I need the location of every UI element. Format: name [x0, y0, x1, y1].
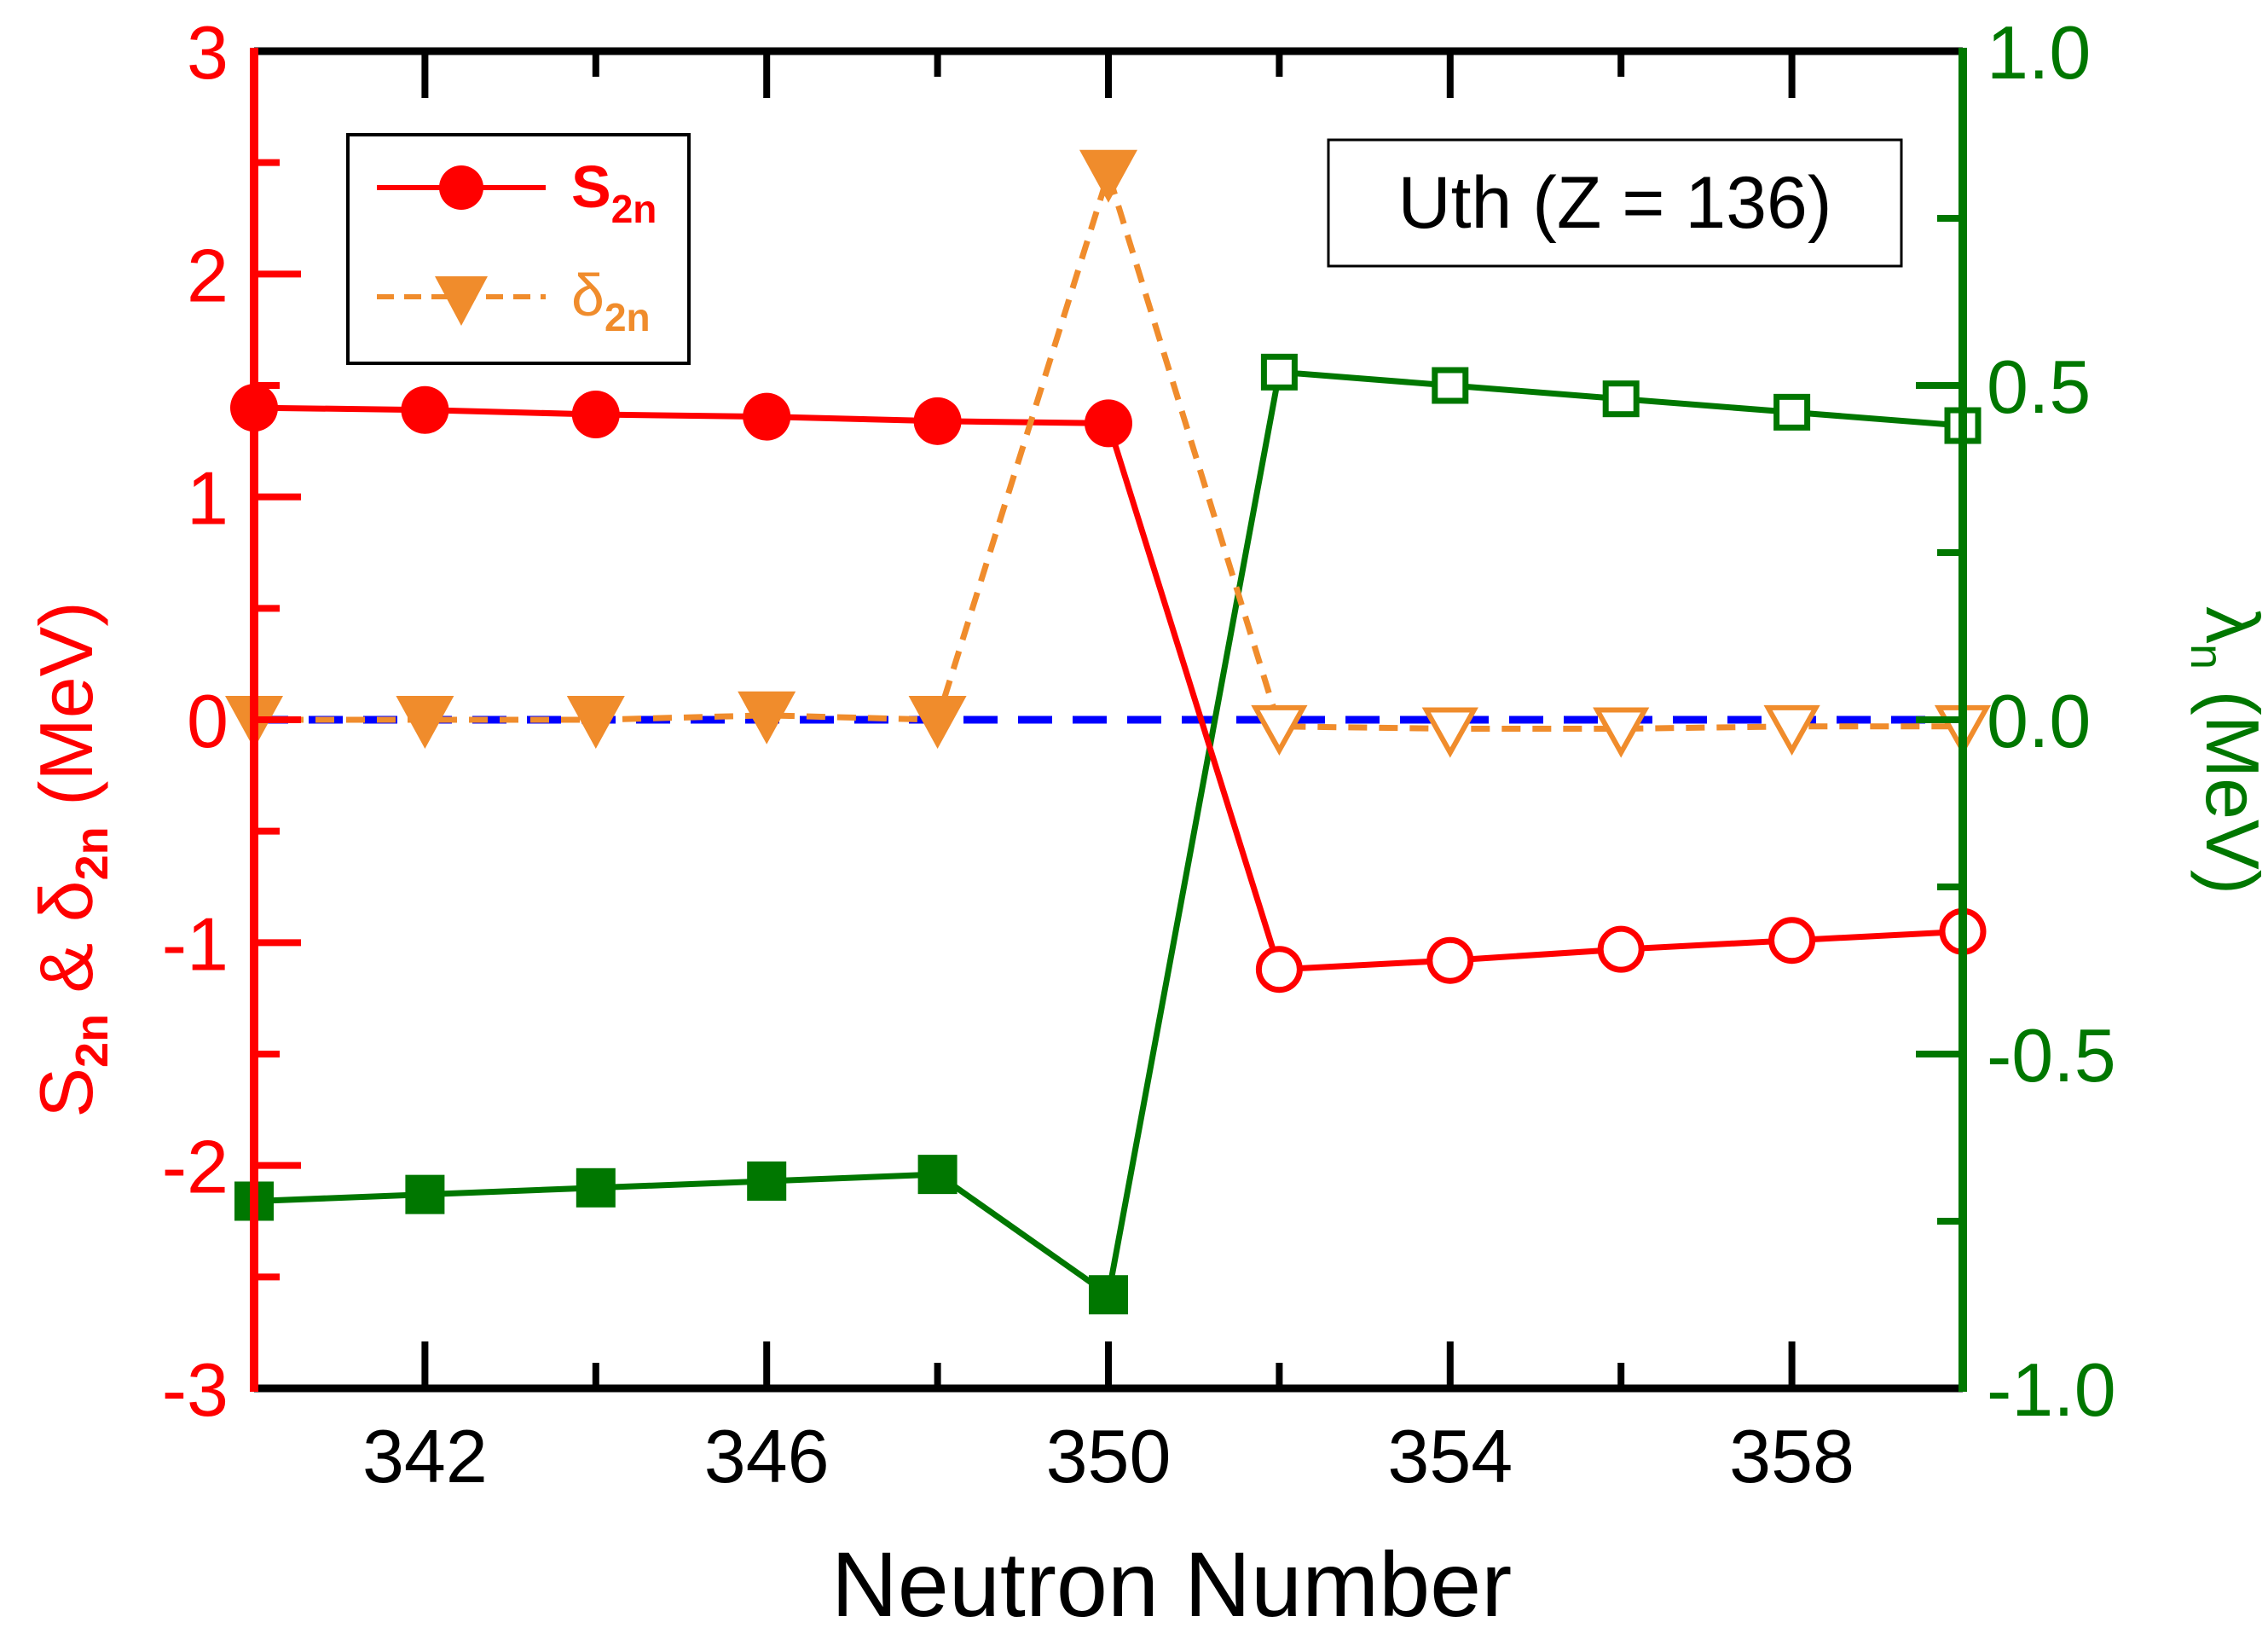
legend: S2n δ2n	[346, 133, 691, 365]
y-left-title-s: S	[24, 1068, 108, 1118]
data-point-S2n-354	[1426, 936, 1474, 984]
data-point-λn-352	[1260, 353, 1298, 391]
y-left-tick-label-2: -1	[162, 901, 229, 986]
y-left-tick-label-1: -2	[162, 1125, 229, 1209]
data-point-λn-356	[1602, 380, 1640, 418]
y-right-tick-label-0: -1.0	[1987, 1347, 2116, 1432]
y-right-axis-title: λn (MeV)	[2181, 606, 2268, 895]
y-right-tick-label-4: 1.0	[1987, 10, 2091, 95]
legend-s2n-label: S2n	[571, 154, 657, 231]
y-left-tick-label-0: -3	[162, 1347, 229, 1432]
data-point-S2n-350	[1085, 399, 1132, 448]
legend-d2n-label: δ2n	[571, 262, 651, 339]
y-left-title-unit: (MeV)	[24, 601, 108, 826]
y-left-tick-label-6: 3	[187, 10, 229, 95]
data-point-S2n-356	[1597, 925, 1645, 973]
data-point-δ2n-350	[1079, 149, 1137, 203]
series-S2n	[230, 384, 1987, 994]
data-point-S2n-344	[571, 390, 620, 438]
data-point-δ2n-346	[738, 691, 796, 744]
legend-d2n-marker	[435, 276, 488, 326]
data-point-λn-344	[576, 1167, 616, 1208]
y-left-axis-title: S2n & δ2n (MeV)	[24, 601, 118, 1117]
y-right-tick-label-3: 0.5	[1987, 345, 2091, 429]
x-axis-title: Neutron Number	[831, 1532, 1512, 1628]
y-right-tick-label-2: 0.0	[1987, 679, 2091, 763]
x-tick-label-346: 346	[704, 1414, 830, 1498]
y-left-title-delta-sub: 2n	[67, 826, 118, 880]
data-point-S2n-352	[1255, 946, 1303, 994]
y-left-tick-label-4: 1	[187, 456, 229, 541]
annotation-box	[1327, 138, 1903, 268]
data-point-S2n-358	[1768, 917, 1816, 965]
y-right-title-unit: (MeV)	[2190, 669, 2268, 895]
y-right-title-lambda: λ	[2190, 606, 2268, 644]
data-point-δ2n-354	[1421, 707, 1478, 758]
series-line-δ2n	[254, 163, 1963, 732]
data-point-λn-350	[1089, 1275, 1128, 1315]
legend-s2n-label-main: S	[571, 154, 611, 220]
y-right-title-lambda-sub: n	[2181, 644, 2232, 669]
x-tick-label-354: 354	[1387, 1414, 1513, 1498]
data-point-λn-346	[747, 1161, 787, 1201]
data-point-δ2n-352	[1251, 704, 1308, 756]
annotation-text: Uth (Z = 136)	[1397, 162, 1831, 244]
legend-d2n-label-sub: 2n	[605, 295, 651, 339]
data-point-δ2n-342	[396, 696, 454, 749]
axes-ticks: 342 346 350 354 358 -3 -2 -1 0 1 2 3 -1.0 -0.5 0.0 0.5 1…	[162, 10, 2116, 1498]
data-point-λn-348	[917, 1155, 958, 1195]
data-point-λn-358	[1773, 393, 1811, 431]
y-left-tick-label-5: 2	[187, 233, 229, 317]
x-tick-label-342: 342	[362, 1414, 488, 1498]
legend-s2n-label-sub: 2n	[611, 187, 657, 231]
y-left-title-delta: δ	[24, 880, 108, 922]
series-line-S2n	[253, 404, 1964, 973]
data-point-S2n-346	[743, 392, 791, 441]
series-line-λn	[253, 368, 1964, 1301]
y-left-title-s-sub: 2n	[67, 1014, 118, 1068]
data-point-S2n-348	[913, 397, 962, 445]
legend-s2n-marker	[439, 165, 483, 210]
annotation: Uth (Z = 136)	[1327, 138, 1903, 268]
data-point-δ2n-344	[566, 696, 625, 749]
series-δ2n	[225, 149, 1992, 758]
data-point-λn-342	[405, 1174, 445, 1214]
legend-entry-d2n: δ2n	[377, 262, 651, 339]
data-point-δ2n-356	[1593, 707, 1650, 758]
y-right-tick-label-1: -0.5	[1987, 1013, 2116, 1098]
data-point-S2n-342	[401, 385, 449, 434]
series-layer	[225, 149, 1992, 1315]
y-left-tick-label-3: 0	[187, 679, 229, 763]
x-tick-label-350: 350	[1046, 1414, 1172, 1498]
data-point-δ2n-348	[908, 696, 967, 749]
x-tick-label-358: 358	[1729, 1414, 1854, 1498]
legend-entry-s2n: S2n	[377, 154, 657, 231]
legend-d2n-label-main: δ	[571, 262, 605, 328]
data-point-λn-354	[1432, 367, 1469, 404]
series-λn	[234, 353, 1982, 1315]
y-left-title-amp: &	[24, 922, 108, 1014]
data-point-δ2n-358	[1763, 704, 1820, 756]
legend-box	[346, 133, 691, 365]
